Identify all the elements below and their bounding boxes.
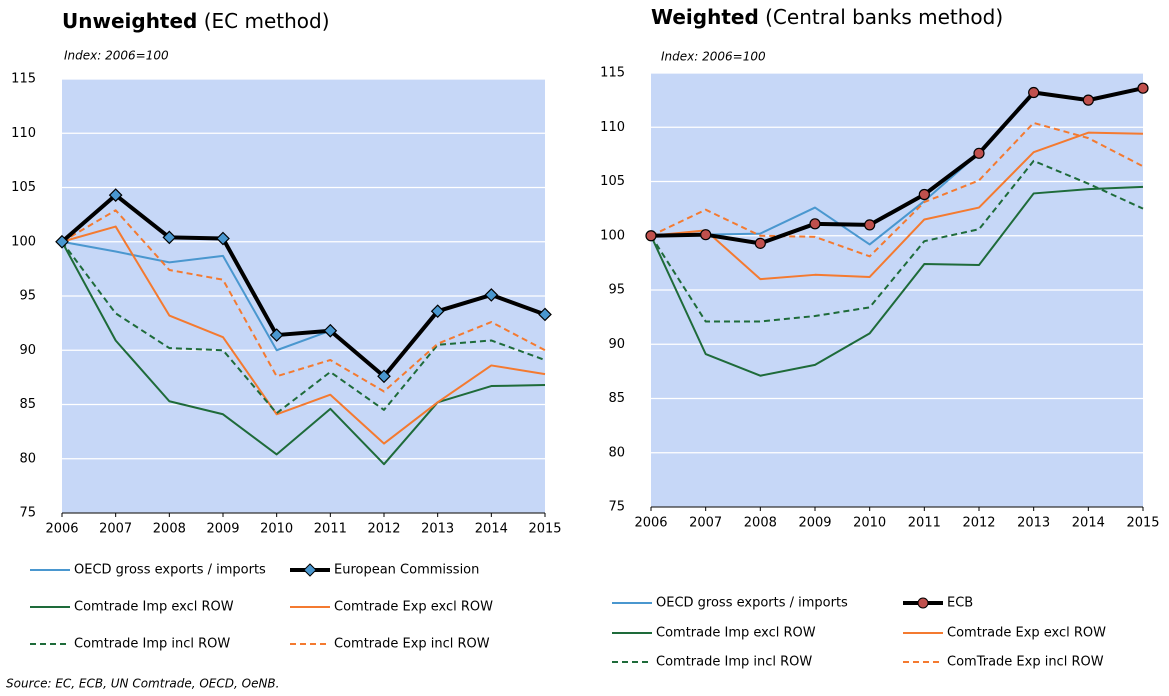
legend-label: European Commission [334,563,479,578]
legend-label: ComTrade Exp incl ROW [947,655,1104,670]
y-tick-label: 105 [11,180,36,195]
x-tick-label: 2015 [528,522,561,537]
data-point [754,237,766,249]
data-point [918,188,930,201]
data-point [809,218,821,230]
y-tick-label: 80 [608,445,625,460]
y-tick-label: 75 [19,506,36,521]
x-tick-label: 2015 [1126,516,1159,531]
y-tick-label: 95 [19,289,36,304]
data-point [484,288,499,302]
x-tick-label: 2009 [206,522,239,537]
x-tick-label: 2007 [99,522,132,537]
x-tick-label: 2006 [634,516,667,531]
y-tick-label: 110 [11,126,36,141]
legend-label: Comtrade Exp excl ROW [334,600,493,615]
y-tick-label: 90 [19,343,36,358]
x-tick-label: 2006 [45,522,78,537]
data-point [216,231,230,246]
subtitle: Index: 2006=100 [64,49,169,63]
chart-title: Weighted (Central banks method) [651,5,1003,29]
data-point [1082,94,1094,106]
data-point [55,234,69,249]
series-line [650,131,1144,281]
x-tick-label: 2011 [908,516,941,531]
legend-label: Comtrade Exp incl ROW [334,637,490,652]
data-point [973,147,985,159]
series-line [650,159,1144,323]
x-tick-label: 2011 [314,522,347,537]
series-line [60,193,546,379]
legend-label: ECB [947,596,973,611]
series-line [650,86,1144,246]
chart-title-bold: Unweighted [62,9,197,33]
chart-title-rest: (Central banks method) [765,5,1003,29]
legend-label: OECD gross exports / imports [74,563,266,578]
legend-label: Comtrade Exp excl ROW [947,626,1106,641]
x-tick-label: 2012 [962,516,995,531]
legend-label: OECD gross exports / imports [656,596,848,611]
x-tick-label: 2013 [421,522,454,537]
x-tick-label: 2012 [367,522,400,537]
data-point [700,229,712,241]
x-tick-label: 2010 [853,516,886,531]
data-point [377,369,391,384]
y-tick-label: 115 [11,72,36,87]
x-tick-label: 2009 [798,516,831,531]
data-point [108,188,123,202]
legend-marker [303,563,317,577]
y-tick-label: 110 [600,120,625,135]
data-point [1137,82,1149,94]
chart-title: Unweighted (EC method) [62,9,330,33]
y-tick-label: 105 [600,174,625,189]
chart-title-rest: (EC method) [204,9,330,33]
y-tick-label: 95 [608,283,625,298]
x-tick-label: 2013 [1017,516,1050,531]
x-tick-label: 2010 [260,522,293,537]
x-tick-label: 2014 [1072,516,1105,531]
x-tick-label: 2008 [744,516,777,531]
legend-label: Comtrade Imp incl ROW [74,637,230,652]
y-tick-label: 100 [600,228,625,243]
y-tick-label: 100 [11,234,36,249]
x-tick-label: 2014 [475,522,508,537]
x-tick-label: 2007 [689,516,722,531]
data-point [864,219,876,231]
y-tick-label: 85 [608,391,625,406]
series-line [61,241,546,466]
source-note: Source: EC, ECB, UN Comtrade, OECD, OeNB… [6,677,279,691]
y-tick-label: 85 [19,397,36,412]
series-line [61,225,546,445]
y-tick-label: 75 [608,500,625,515]
chart-title-bold: Weighted [651,5,759,29]
data-point [1028,86,1040,99]
legend-label: Comtrade Imp incl ROW [656,655,812,670]
y-tick-label: 90 [608,337,625,352]
series-line [650,185,1144,377]
subtitle: Index: 2006=100 [661,50,766,64]
series-line [61,209,546,393]
series-line [650,121,1144,258]
legend-marker [917,597,929,609]
data-point [645,230,657,242]
data-point [323,323,338,338]
data-point [162,230,177,245]
legend-label: Comtrade Imp excl ROW [74,600,234,615]
y-tick-label: 80 [19,451,36,466]
data-point [538,307,552,322]
data-point [269,328,284,342]
y-tick-label: 115 [600,66,625,81]
data-point [430,304,445,319]
legend-label: Comtrade Imp excl ROW [656,626,816,641]
x-tick-label: 2008 [153,522,186,537]
series-line [61,241,546,415]
